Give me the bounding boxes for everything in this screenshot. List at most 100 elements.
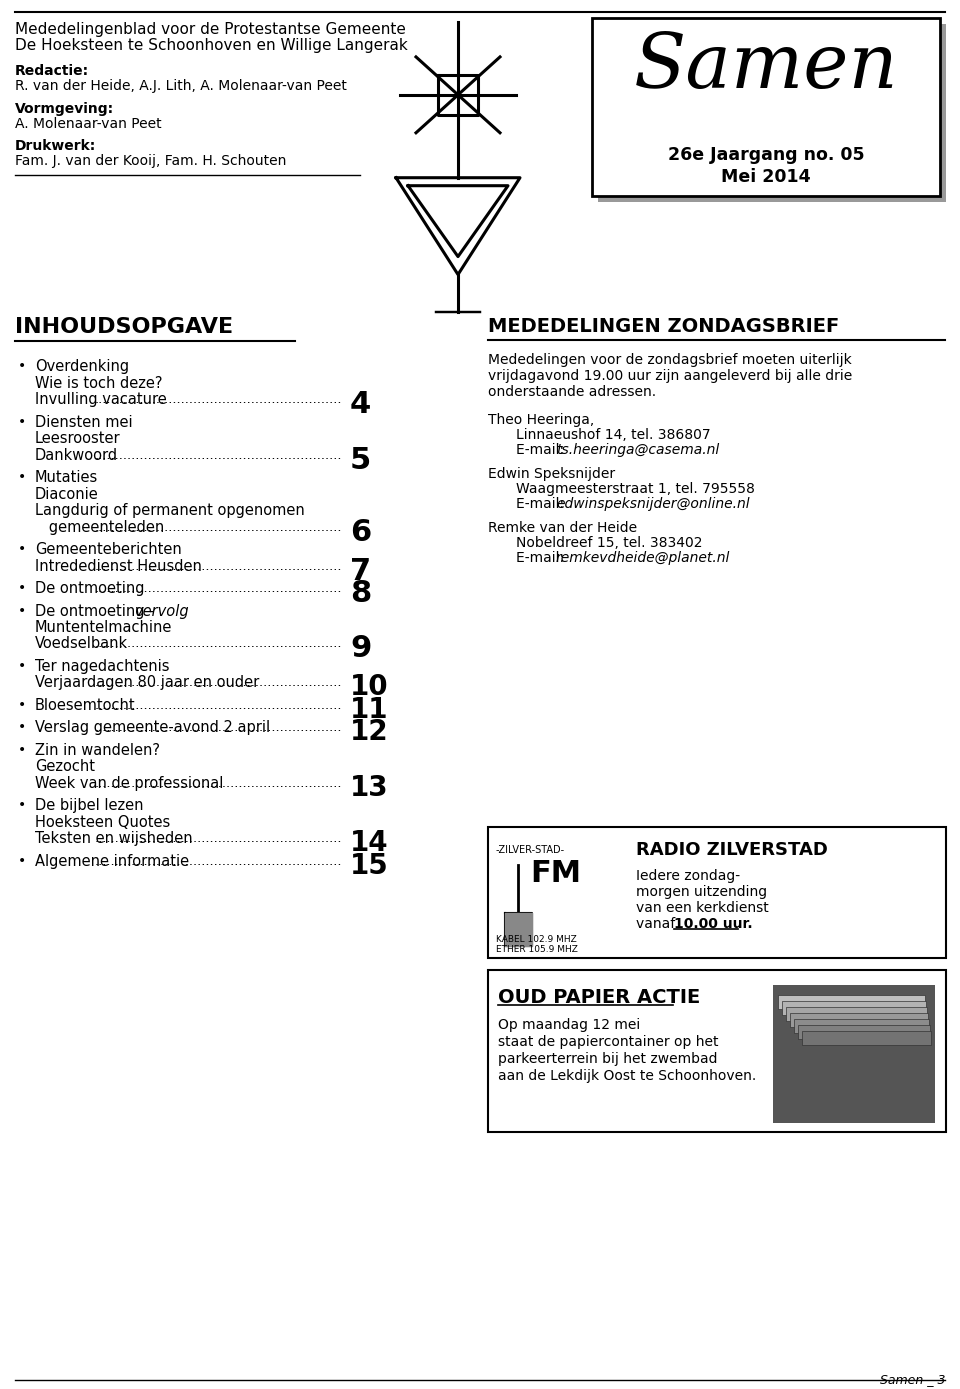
Text: ............................................................: ........................................… [94, 393, 342, 407]
Text: E-mail:: E-mail: [516, 443, 568, 457]
Text: Vormgeving:: Vormgeving: [15, 101, 114, 115]
Text: 10: 10 [350, 674, 389, 701]
Text: Hoeksteen Quotes: Hoeksteen Quotes [35, 815, 170, 829]
Text: R. van der Heide, A.J. Lith, A. Molenaar-van Peet: R. van der Heide, A.J. Lith, A. Molenaar… [15, 79, 347, 93]
Text: onderstaande adressen.: onderstaande adressen. [488, 385, 656, 400]
Text: Gemeenteberichten: Gemeenteberichten [35, 542, 181, 557]
Text: Diaconie: Diaconie [35, 486, 99, 501]
Text: •: • [18, 854, 26, 868]
Text: 4: 4 [350, 390, 372, 419]
FancyBboxPatch shape [488, 971, 946, 1132]
Text: Redactie:: Redactie: [15, 64, 89, 78]
Text: •: • [18, 415, 26, 429]
Text: De ontmoeting: De ontmoeting [35, 581, 145, 596]
Text: ............................................................: ........................................… [94, 521, 342, 533]
Text: 12: 12 [350, 718, 389, 746]
Text: Mededelingen voor de zondagsbrief moeten uiterlijk: Mededelingen voor de zondagsbrief moeten… [488, 353, 852, 368]
FancyBboxPatch shape [592, 18, 940, 196]
Text: 10.00 uur.: 10.00 uur. [674, 917, 753, 931]
FancyBboxPatch shape [794, 1020, 929, 1033]
Text: vanaf: vanaf [636, 917, 680, 931]
Text: Overdenking: Overdenking [35, 360, 130, 375]
Text: aan de Lekdijk Oost te Schoonhoven.: aan de Lekdijk Oost te Schoonhoven. [498, 1070, 756, 1083]
Text: Voedselbank: Voedselbank [35, 636, 128, 651]
Text: ............................................................: ........................................… [94, 638, 342, 650]
Text: vervolg: vervolg [135, 604, 190, 618]
Text: Iedere zondag-: Iedere zondag- [636, 868, 740, 882]
Text: MEDEDELINGEN ZONDAGSBRIEF: MEDEDELINGEN ZONDAGSBRIEF [488, 318, 839, 336]
Text: Theo Heeringa,: Theo Heeringa, [488, 414, 594, 428]
Text: 7: 7 [350, 557, 372, 586]
Text: Waagmeesterstraat 1, tel. 795558: Waagmeesterstraat 1, tel. 795558 [516, 482, 755, 496]
Text: KABEL 102.9 MHZ: KABEL 102.9 MHZ [496, 935, 577, 943]
Text: Dankwoord: Dankwoord [35, 447, 118, 463]
Text: ............................................................: ........................................… [94, 699, 342, 713]
Text: 15: 15 [350, 851, 389, 879]
Text: Linnaeushof 14, tel. 386807: Linnaeushof 14, tel. 386807 [516, 428, 710, 442]
FancyBboxPatch shape [773, 985, 935, 1124]
Text: Fam. J. van der Kooij, Fam. H. Schouten: Fam. J. van der Kooij, Fam. H. Schouten [15, 154, 286, 168]
Text: Samen _ 3: Samen _ 3 [879, 1372, 945, 1386]
Text: Week van de professional: Week van de professional [35, 776, 224, 790]
Text: Remke van der Heide: Remke van der Heide [488, 521, 637, 535]
Text: E-mail:: E-mail: [516, 497, 568, 511]
FancyBboxPatch shape [782, 1001, 926, 1015]
Text: INHOUDSOPGAVE: INHOUDSOPGAVE [15, 318, 233, 338]
FancyBboxPatch shape [786, 1007, 927, 1021]
Text: Mededelingenblad voor de Protestantse Gemeente: Mededelingenblad voor de Protestantse Ge… [15, 22, 406, 38]
Text: Ter nagedachtenis: Ter nagedachtenis [35, 658, 170, 674]
Text: ............................................................: ........................................… [94, 560, 342, 572]
Text: A. Molenaar-van Peet: A. Molenaar-van Peet [15, 117, 161, 131]
Text: ............................................................: ........................................… [94, 854, 342, 868]
Text: ............................................................: ........................................… [94, 582, 342, 594]
Text: Nobeldreef 15, tel. 383402: Nobeldreef 15, tel. 383402 [516, 536, 703, 550]
FancyBboxPatch shape [798, 1025, 930, 1039]
Text: •: • [18, 604, 26, 618]
Text: •: • [18, 360, 26, 374]
Text: Intrededienst Heusden: Intrededienst Heusden [35, 558, 202, 574]
Text: vrijdagavond 19.00 uur zijn aangeleverd bij alle drie: vrijdagavond 19.00 uur zijn aangeleverd … [488, 369, 852, 383]
Text: Diensten mei: Diensten mei [35, 415, 132, 429]
Text: •: • [18, 799, 26, 813]
Text: gemeenteleden: gemeenteleden [35, 519, 164, 535]
Text: ............................................................: ........................................… [94, 721, 342, 735]
Text: Op maandag 12 mei: Op maandag 12 mei [498, 1018, 640, 1032]
Text: remkevdheide@planet.nl: remkevdheide@planet.nl [556, 551, 731, 565]
Text: FM: FM [530, 858, 581, 888]
Text: •: • [18, 581, 26, 594]
Text: •: • [18, 743, 26, 757]
Text: Muntentelmachine: Muntentelmachine [35, 619, 173, 635]
Text: •: • [18, 697, 26, 713]
Text: ............................................................: ........................................… [94, 449, 342, 461]
Text: E-mail:: E-mail: [516, 551, 568, 565]
Text: morgen uitzending: morgen uitzending [636, 885, 767, 899]
Text: •: • [18, 658, 26, 672]
Text: •: • [18, 542, 26, 556]
Text: De ontmoeting -: De ontmoeting - [35, 604, 159, 618]
Text: Verslag gemeente-avond 2 april: Verslag gemeente-avond 2 april [35, 721, 270, 735]
Text: edwinspeksnijder@online.nl: edwinspeksnijder@online.nl [556, 497, 750, 511]
Text: ............................................................: ........................................… [94, 832, 342, 845]
Text: Drukwerk:: Drukwerk: [15, 139, 96, 153]
Text: ............................................................: ........................................… [94, 776, 342, 790]
Text: Gezocht: Gezocht [35, 760, 95, 774]
Text: ETHER 105.9 MHZ: ETHER 105.9 MHZ [496, 946, 578, 954]
Text: 6: 6 [350, 518, 372, 547]
Text: 8: 8 [350, 579, 372, 608]
Text: 26e Jaargang no. 05: 26e Jaargang no. 05 [668, 146, 864, 164]
Text: Leesrooster: Leesrooster [35, 432, 121, 446]
FancyBboxPatch shape [802, 1032, 931, 1046]
Text: staat de papiercontainer op het: staat de papiercontainer op het [498, 1035, 718, 1049]
Text: Algemene informatie: Algemene informatie [35, 854, 189, 868]
Text: Wie is toch deze?: Wie is toch deze? [35, 376, 162, 390]
Text: Edwin Speksnijder: Edwin Speksnijder [488, 467, 615, 481]
Text: van een kerkdienst: van een kerkdienst [636, 900, 769, 914]
Text: -ZILVER-STAD-: -ZILVER-STAD- [496, 845, 565, 854]
Text: Verjaardagen 80 jaar en ouder: Verjaardagen 80 jaar en ouder [35, 675, 259, 690]
Text: ............................................................: ........................................… [94, 676, 342, 689]
Text: ts.heeringa@casema.nl: ts.heeringa@casema.nl [556, 443, 719, 457]
Text: 13: 13 [350, 774, 389, 801]
FancyBboxPatch shape [598, 24, 946, 201]
Text: Teksten en wijsheden: Teksten en wijsheden [35, 831, 193, 846]
FancyBboxPatch shape [488, 826, 946, 958]
